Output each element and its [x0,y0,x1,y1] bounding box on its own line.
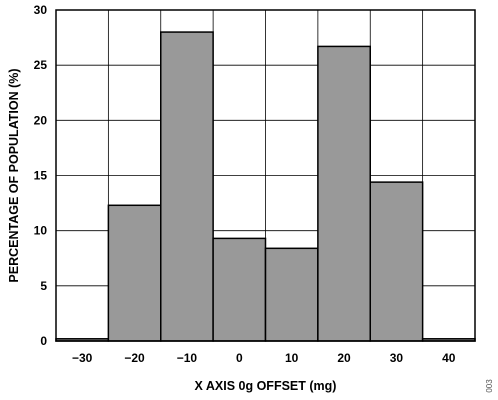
figure-id: 003 [485,379,494,393]
y-axis-label: PERCENTAGE OF POPULATION (%) [7,68,21,282]
y-tick-label: 20 [34,113,48,127]
x-tick-label: 20 [337,351,351,365]
y-tick-label: 5 [40,279,47,293]
y-tick-label: 30 [34,3,48,17]
bars [55,31,476,342]
bar-30 [369,181,424,342]
x-tick-label: 0 [236,351,243,365]
x-tick-labels: −30 −20 −10 0 10 20 30 40 [72,351,456,365]
x-tick-label: 40 [442,351,456,365]
x-tick-label: −10 [177,351,198,365]
y-tick-label: 15 [34,169,48,183]
bar-20 [317,45,371,342]
bar-10 [264,247,319,342]
y-tick-label: 25 [34,58,48,72]
y-tick-label: 0 [40,334,47,348]
x-axis-label: X AXIS 0g OFFSET (mg) [195,379,337,393]
bar--10 [160,31,214,342]
bar--20 [107,204,162,342]
y-tick-labels: 0 5 10 15 20 25 30 [34,3,48,348]
plot-frame [55,9,476,342]
y-tick-label: 10 [34,224,48,238]
bar-0 [212,237,267,342]
x-tick-label: −30 [72,351,93,365]
x-tick-label: −20 [124,351,145,365]
x-tick-label: 30 [390,351,404,365]
x-tick-label: 10 [285,351,299,365]
